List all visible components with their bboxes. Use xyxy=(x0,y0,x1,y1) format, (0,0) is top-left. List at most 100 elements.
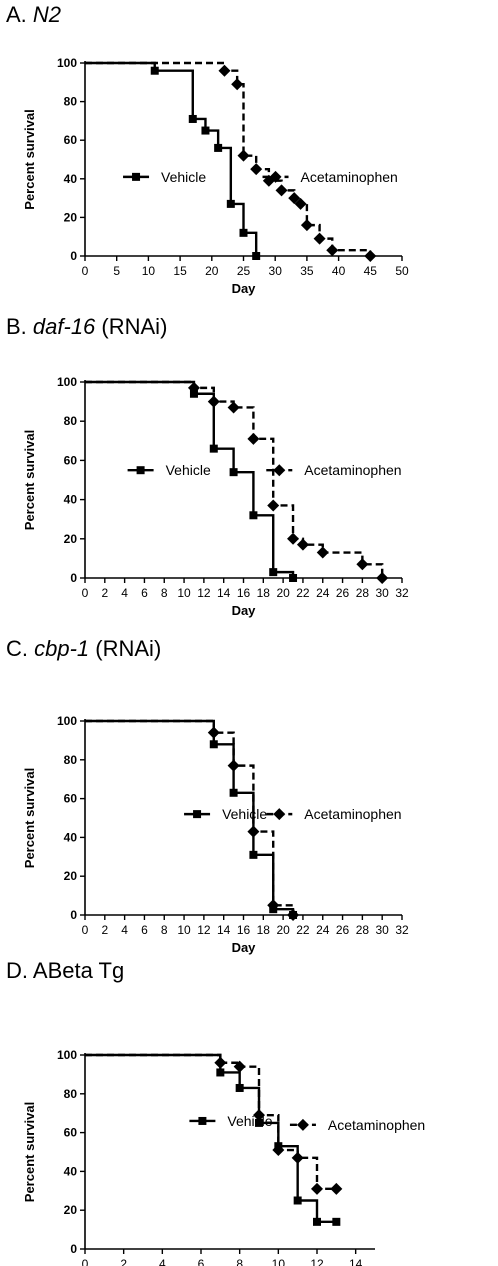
y-tick-label: 40 xyxy=(64,830,78,844)
legend-marker xyxy=(296,1118,309,1131)
data-point xyxy=(330,1182,343,1195)
y-axis-label: Percent survival xyxy=(22,768,37,868)
data-point xyxy=(269,568,278,577)
data-point xyxy=(296,538,309,551)
legend-label: Vehicle xyxy=(227,1113,272,1129)
x-tick-label: 10 xyxy=(177,923,191,937)
panel-title-prefix: C. xyxy=(6,636,35,661)
legend-marker xyxy=(136,466,145,475)
data-point xyxy=(294,197,307,210)
data-point xyxy=(227,401,240,414)
x-axis-label: Day xyxy=(232,603,257,618)
x-tick-label: 10 xyxy=(272,1257,286,1266)
data-point xyxy=(187,381,200,394)
x-tick-label: 20 xyxy=(205,264,219,278)
y-tick-label: 40 xyxy=(64,172,78,186)
data-point xyxy=(356,558,369,571)
x-tick-label: 0 xyxy=(82,1257,89,1266)
y-tick-label: 0 xyxy=(70,571,77,585)
y-tick-label: 20 xyxy=(64,869,78,883)
data-point xyxy=(226,199,235,208)
x-tick-label: 20 xyxy=(276,586,290,600)
y-tick-label: 40 xyxy=(64,1164,78,1178)
y-tick-label: 80 xyxy=(64,1087,78,1101)
data-point xyxy=(250,163,263,176)
x-tick-label: 14 xyxy=(217,586,231,600)
series-line-acetaminophen xyxy=(85,61,372,256)
data-point xyxy=(207,726,220,739)
legend-label: Vehicle xyxy=(166,462,211,478)
data-point xyxy=(214,143,223,152)
data-point xyxy=(287,909,300,921)
y-tick-label: 80 xyxy=(64,95,78,109)
data-point xyxy=(231,78,244,91)
data-point xyxy=(247,825,260,838)
data-point xyxy=(229,788,238,797)
data-point xyxy=(235,1083,244,1092)
y-tick-label: 60 xyxy=(64,1126,78,1140)
x-tick-label: 25 xyxy=(237,264,251,278)
x-tick-label: 35 xyxy=(300,264,314,278)
x-tick-label: 10 xyxy=(142,264,156,278)
y-tick-label: 0 xyxy=(70,249,77,263)
x-tick-label: 12 xyxy=(310,1257,324,1266)
x-tick-label: 45 xyxy=(364,264,378,278)
data-point xyxy=(229,468,238,477)
data-point xyxy=(293,1196,302,1205)
data-point xyxy=(207,395,220,408)
x-tick-label: 4 xyxy=(159,1257,166,1266)
data-point xyxy=(267,899,280,912)
data-point xyxy=(249,511,258,520)
x-tick-label: 6 xyxy=(141,923,148,937)
data-point xyxy=(311,1182,323,1195)
data-point xyxy=(239,228,248,237)
panel-title-suffix: (RNAi) xyxy=(89,636,162,661)
x-tick-label: 16 xyxy=(237,923,251,937)
data-point xyxy=(275,184,288,197)
data-point xyxy=(291,1151,304,1164)
data-point xyxy=(188,114,197,123)
x-tick-label: 28 xyxy=(356,923,370,937)
y-axis-label: Percent survival xyxy=(22,109,37,209)
x-tick-label: 6 xyxy=(141,586,148,600)
data-point xyxy=(255,1118,263,1127)
y-tick-label: 20 xyxy=(64,1203,78,1217)
legend-label: Vehicle xyxy=(161,169,206,185)
y-tick-label: 40 xyxy=(64,493,78,507)
x-tick-label: 2 xyxy=(101,586,108,600)
data-point xyxy=(249,850,258,859)
data-point xyxy=(313,1217,321,1226)
x-tick-label: 30 xyxy=(269,264,283,278)
data-point xyxy=(332,1217,341,1226)
data-point xyxy=(376,572,389,584)
x-tick-label: 26 xyxy=(336,586,350,600)
x-tick-label: 30 xyxy=(376,586,390,600)
y-tick-label: 100 xyxy=(57,56,77,70)
x-tick-label: 30 xyxy=(376,923,390,937)
x-tick-label: 40 xyxy=(332,264,346,278)
panel-title: A. N2 xyxy=(6,2,61,28)
x-tick-label: 22 xyxy=(296,586,310,600)
x-tick-label: 24 xyxy=(316,923,330,937)
data-point xyxy=(227,759,240,772)
data-point xyxy=(313,232,326,245)
panel-title-italic: cbp-1 xyxy=(34,636,90,661)
legend-label: Acetaminophen xyxy=(304,462,401,478)
y-tick-label: 100 xyxy=(57,1048,77,1062)
x-tick-label: 8 xyxy=(236,1257,243,1266)
data-point xyxy=(218,64,231,77)
panel-title: D. ABeta Tg xyxy=(6,958,124,984)
x-tick-label: 12 xyxy=(197,586,211,600)
panel-title: B. daf-16 (RNAi) xyxy=(6,314,167,340)
data-point xyxy=(209,444,218,453)
data-point xyxy=(364,250,377,262)
y-tick-label: 60 xyxy=(64,792,78,806)
x-tick-label: 6 xyxy=(198,1257,205,1266)
x-tick-label: 4 xyxy=(121,586,128,600)
x-tick-label: 22 xyxy=(296,923,310,937)
x-tick-label: 32 xyxy=(395,923,409,937)
x-tick-label: 8 xyxy=(161,923,168,937)
x-tick-label: 2 xyxy=(101,923,108,937)
